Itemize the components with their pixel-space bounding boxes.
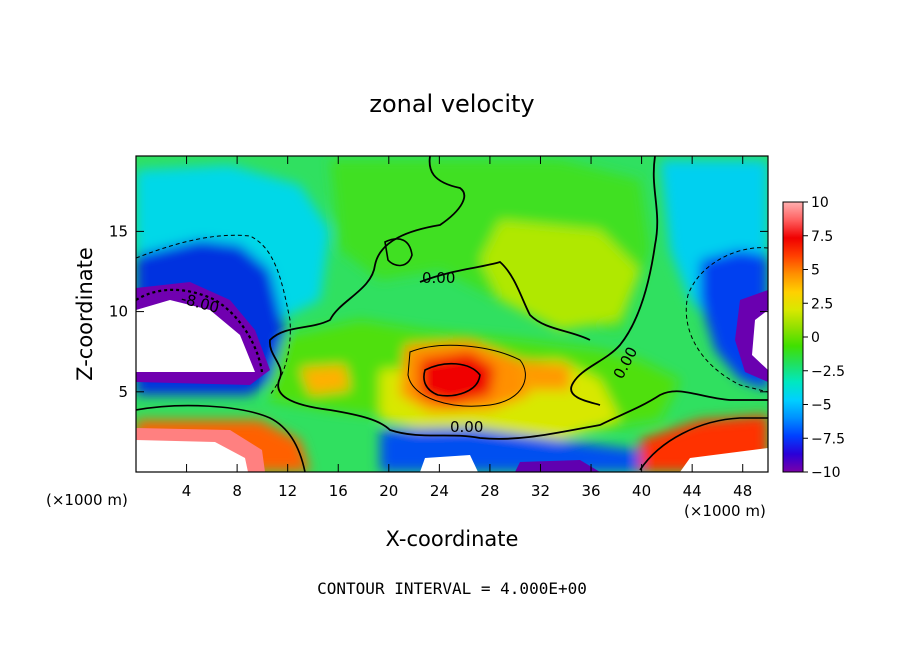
colorbar-tick-label-6: −5	[811, 398, 832, 414]
plot-frame	[135, 155, 769, 473]
contour-bottom-left	[136, 404, 306, 472]
contour-neg4-right	[685, 247, 768, 393]
colorbar-tick-label-1: 7.5	[811, 229, 833, 245]
colorbar-tick-label-0: 10	[811, 195, 829, 211]
blob-yellow-center	[480, 220, 640, 330]
x-tick-label-2: 12	[278, 482, 297, 500]
x-tick-label-4: 20	[379, 482, 398, 500]
x-tick-label-6: 28	[480, 482, 499, 500]
colorbar: 10 7.5 5 2.5 0 −2.5 −5 −7.5 −10	[782, 195, 845, 481]
x-tick-label-0: 4	[182, 482, 192, 500]
contour-neg4-left	[136, 234, 291, 396]
contour-lines	[136, 156, 768, 472]
contour-bottom-right	[639, 417, 768, 471]
mid-bottom-purple	[515, 460, 600, 472]
colorbar-ramp	[783, 202, 803, 472]
contour-label-1: 0.00	[422, 269, 455, 287]
x-tick-label-3: 16	[329, 482, 348, 500]
left-bottom-white	[136, 440, 248, 472]
contour-loop-small	[384, 238, 413, 267]
x-tick-label-10: 44	[683, 482, 702, 500]
y-tick-label-1: 10	[109, 303, 128, 321]
contour-interval-note: CONTOUR INTERVAL = 4.000E+00	[317, 579, 587, 598]
mid-bottom-white	[420, 455, 478, 472]
left-white-core	[136, 300, 255, 372]
y-tick-label-2: 15	[109, 222, 128, 240]
x-unit-left: (×1000 m)	[46, 491, 128, 509]
x-axis: 4 8 12 16 20 24 28 32 36 40 44 48	[182, 156, 752, 500]
x-axis-label: X-coordinate	[386, 527, 519, 551]
y-tick-label-0: 5	[118, 383, 128, 401]
right-white-core	[752, 310, 768, 370]
x-tick-label-11: 48	[733, 482, 752, 500]
contour-plus4-mid	[407, 344, 526, 407]
contour-zero-right	[570, 156, 659, 406]
colorbar-tick-label-2: 5	[811, 263, 820, 279]
colorbar-ticks: 10 7.5 5 2.5 0 −2.5 −5 −7.5 −10	[803, 195, 845, 481]
y-axis: 5 10 15	[109, 222, 768, 401]
contour-plus8-mid	[423, 362, 481, 397]
colorbar-tick-label-8: −10	[811, 465, 841, 481]
x-tick-label-5: 24	[430, 482, 449, 500]
x-tick-label-1: 8	[232, 482, 242, 500]
y-axis-label: Z-coordinate	[73, 247, 97, 381]
colorbar-tick-label-3: 2.5	[811, 296, 833, 312]
chart-title: zonal velocity	[369, 90, 534, 118]
x-unit-right: (×1000 m)	[684, 502, 766, 520]
blob-orange-small	[300, 365, 350, 395]
colorbar-tick-label-4: 0	[811, 330, 820, 346]
blob-orange-right	[520, 360, 570, 390]
x-tick-label-9: 40	[632, 482, 651, 500]
x-tick-label-8: 36	[581, 482, 600, 500]
contour-zero-inner	[419, 260, 591, 341]
right-bottom-white	[680, 448, 768, 472]
contour-zero-upper	[269, 156, 768, 440]
contour-neg8-left	[136, 288, 264, 373]
colorbar-tick-label-5: −2.5	[811, 364, 845, 380]
colorbar-tick-label-7: −7.5	[811, 431, 845, 447]
heatmap-field	[136, 156, 768, 472]
contour-label-3: 0.00	[450, 418, 483, 436]
field-extremes	[136, 282, 768, 472]
x-tick-label-7: 32	[531, 482, 550, 500]
